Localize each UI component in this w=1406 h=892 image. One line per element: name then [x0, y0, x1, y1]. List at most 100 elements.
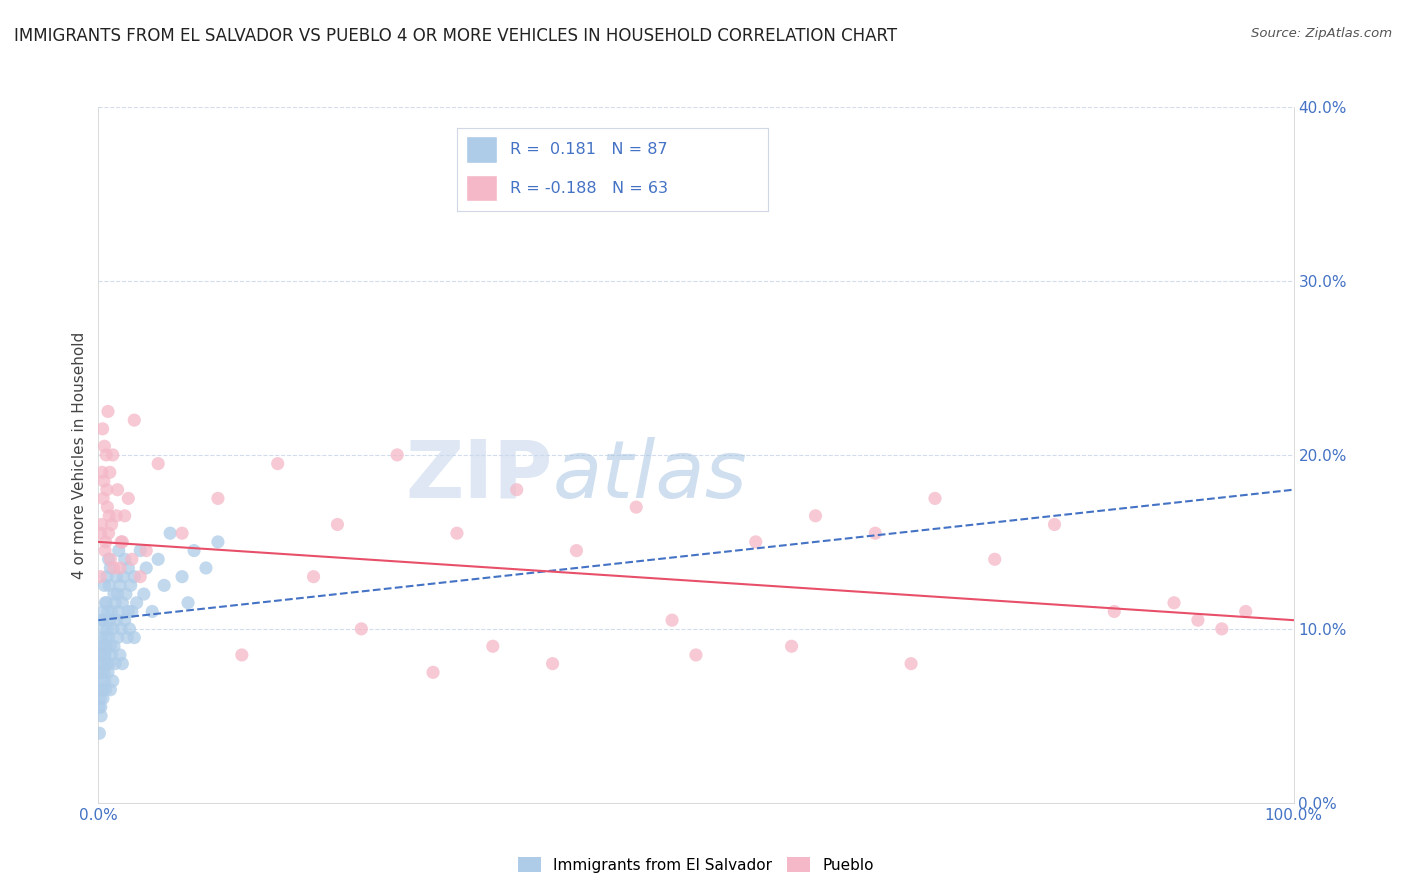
- Point: [101, 674, 124, 689]
- Point: [1187, 613, 1209, 627]
- Point: [267, 457, 290, 471]
- Point: [111, 596, 134, 610]
- Text: atlas: atlas: [553, 437, 748, 515]
- Point: [326, 517, 349, 532]
- Point: [96, 483, 118, 497]
- Point: [120, 578, 142, 592]
- Point: [183, 543, 205, 558]
- Point: [107, 483, 129, 497]
- Point: [108, 561, 131, 575]
- Point: [100, 517, 122, 532]
- Point: [541, 657, 564, 671]
- Point: [111, 534, 134, 549]
- Point: [804, 508, 827, 523]
- Point: [91, 657, 114, 671]
- Point: [124, 570, 146, 584]
- Point: [117, 491, 139, 506]
- Point: [153, 578, 176, 592]
- Point: [350, 622, 373, 636]
- Point: [96, 448, 118, 462]
- Point: [93, 474, 115, 488]
- Point: [385, 448, 409, 462]
- Point: [141, 605, 163, 619]
- Point: [96, 596, 118, 610]
- Point: [89, 691, 111, 706]
- Point: [231, 648, 253, 662]
- Point: [100, 648, 122, 662]
- Point: [101, 622, 124, 636]
- Point: [91, 466, 114, 480]
- Point: [91, 691, 114, 706]
- Point: [93, 665, 115, 680]
- Point: [97, 631, 120, 645]
- Point: [159, 526, 181, 541]
- Point: [1234, 605, 1257, 619]
- Point: [135, 561, 157, 575]
- Point: [103, 587, 125, 601]
- Point: [105, 613, 128, 627]
- Point: [91, 682, 114, 697]
- Point: [94, 648, 117, 662]
- Point: [124, 631, 146, 645]
- Point: [93, 674, 115, 689]
- Point: [90, 648, 112, 662]
- Point: [107, 605, 129, 619]
- Point: [94, 534, 117, 549]
- Point: [97, 404, 120, 418]
- Point: [98, 613, 121, 627]
- Point: [89, 726, 111, 740]
- Point: [135, 543, 157, 558]
- Point: [105, 570, 128, 584]
- Point: [90, 631, 112, 645]
- Point: [121, 605, 143, 619]
- Point: [89, 665, 111, 680]
- Point: [115, 631, 138, 645]
- Point: [96, 500, 118, 514]
- Point: [93, 439, 115, 453]
- Point: [96, 570, 118, 584]
- Point: [91, 491, 114, 506]
- Point: [132, 587, 155, 601]
- Point: [900, 657, 922, 671]
- Point: [98, 639, 122, 653]
- Point: [112, 570, 135, 584]
- Point: [446, 526, 468, 541]
- Point: [107, 631, 129, 645]
- Point: [661, 613, 683, 627]
- Point: [129, 570, 152, 584]
- Point: [302, 570, 325, 584]
- Point: [103, 561, 125, 575]
- Point: [111, 657, 134, 671]
- Point: [172, 526, 194, 541]
- Point: [118, 622, 141, 636]
- Point: [107, 543, 129, 558]
- Point: [98, 508, 121, 523]
- Point: [506, 483, 529, 497]
- Point: [1043, 517, 1066, 532]
- Point: [90, 700, 112, 714]
- Point: [91, 613, 114, 627]
- Point: [104, 596, 127, 610]
- Y-axis label: 4 or more Vehicles in Household: 4 or more Vehicles in Household: [72, 331, 87, 579]
- Point: [177, 596, 200, 610]
- Legend: Immigrants from El Salvador, Pueblo: Immigrants from El Salvador, Pueblo: [512, 850, 880, 879]
- Point: [1163, 596, 1185, 610]
- Point: [90, 526, 112, 541]
- Point: [422, 665, 444, 680]
- Point: [121, 552, 143, 566]
- Point: [194, 561, 217, 575]
- Point: [90, 657, 112, 671]
- Point: [103, 639, 125, 653]
- Point: [129, 543, 152, 558]
- Point: [983, 552, 1005, 566]
- Point: [96, 622, 118, 636]
- Point: [207, 491, 229, 506]
- Point: [94, 639, 117, 653]
- Point: [91, 674, 114, 689]
- Point: [115, 587, 138, 601]
- Point: [91, 605, 114, 619]
- Point: [125, 596, 148, 610]
- Point: [745, 534, 768, 549]
- Point: [117, 605, 139, 619]
- Text: IMMIGRANTS FROM EL SALVADOR VS PUEBLO 4 OR MORE VEHICLES IN HOUSEHOLD CORRELATIO: IMMIGRANTS FROM EL SALVADOR VS PUEBLO 4 …: [14, 27, 897, 45]
